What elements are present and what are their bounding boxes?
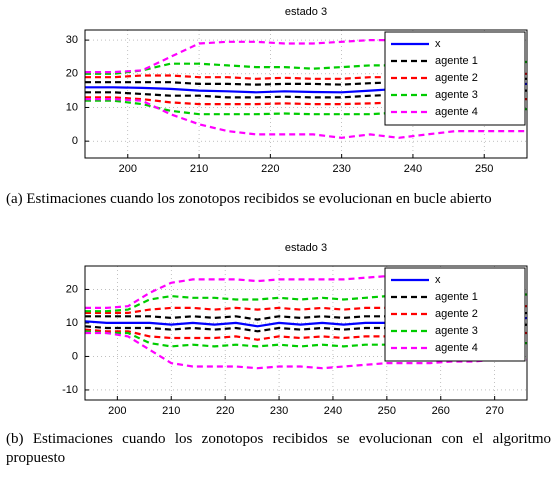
x-tick-label: 230 xyxy=(270,405,288,417)
axes-frame xyxy=(84,265,528,401)
x-tick-label: 210 xyxy=(190,163,208,175)
legend-label: agente 4 xyxy=(435,342,478,354)
y-tick-label: 0 xyxy=(72,135,78,147)
x-tick-label: 240 xyxy=(324,405,342,417)
y-tick-label: 0 xyxy=(72,350,78,362)
legend-label: agente 1 xyxy=(435,55,478,67)
x-tick-label: 250 xyxy=(378,405,396,417)
y-tick-label: 20 xyxy=(66,68,78,80)
legend-label: agente 2 xyxy=(435,72,478,84)
caption: (b) Estimaciones cuando los zonotopos re… xyxy=(6,431,551,466)
x-tick-label: 270 xyxy=(485,405,503,417)
chart-title: estado 3 xyxy=(285,6,327,18)
series-line xyxy=(85,39,527,74)
x-tick-label: 220 xyxy=(261,163,279,175)
y-tick-label: 10 xyxy=(66,101,78,113)
legend-box xyxy=(384,31,526,126)
legend-label: agente 3 xyxy=(435,89,478,101)
legend-label: agente 3 xyxy=(435,325,478,337)
axes-frame xyxy=(84,29,528,159)
x-tick-label: 200 xyxy=(108,405,126,417)
legend-label: agente 2 xyxy=(435,308,478,320)
y-tick-label: 10 xyxy=(66,317,78,329)
x-tick-label: 200 xyxy=(119,163,137,175)
legend-box xyxy=(384,267,526,362)
legend-label: x xyxy=(435,38,441,50)
caption: (a) Estimaciones cuando los zonotopos re… xyxy=(6,191,492,207)
legend-label: agente 1 xyxy=(435,291,478,303)
x-tick-label: 240 xyxy=(404,163,422,175)
y-tick-label: 20 xyxy=(66,283,78,295)
series-line xyxy=(85,305,527,314)
series-line xyxy=(85,323,527,333)
series-line xyxy=(85,311,527,321)
x-tick-label: 220 xyxy=(216,405,234,417)
x-tick-label: 260 xyxy=(432,405,450,417)
legend-label: x xyxy=(435,274,441,286)
series-line xyxy=(85,98,527,139)
legend-label: agente 4 xyxy=(435,106,478,118)
x-tick-label: 250 xyxy=(475,163,493,175)
y-tick-label: -10 xyxy=(62,384,78,396)
y-tick-label: 30 xyxy=(66,34,78,46)
x-tick-label: 230 xyxy=(332,163,350,175)
chart-title: estado 3 xyxy=(285,242,327,254)
x-tick-label: 210 xyxy=(162,405,180,417)
